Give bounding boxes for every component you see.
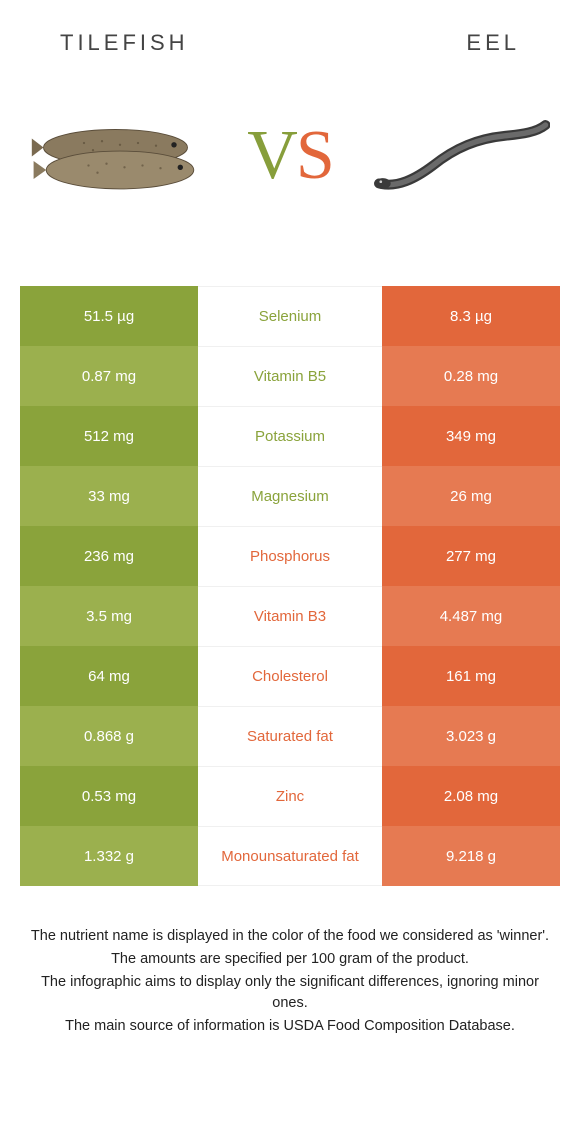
nutrient-label: Saturated fat	[198, 706, 382, 766]
right-value: 4.487 mg	[382, 586, 560, 646]
nutrient-label: Magnesium	[198, 466, 382, 526]
nutrient-label: Vitamin B5	[198, 346, 382, 406]
nutrient-label: Potassium	[198, 406, 382, 466]
nutrient-table: 51.5 µgSelenium8.3 µg0.87 mgVitamin B50.…	[20, 286, 560, 886]
footnote: The nutrient name is displayed in the co…	[30, 926, 550, 1037]
vs-v: V	[247, 117, 296, 194]
footnote-line: The nutrient name is displayed in the co…	[30, 926, 550, 947]
left-value: 1.332 g	[20, 826, 198, 886]
left-food-title: TILEFISH	[60, 30, 189, 56]
table-row: 51.5 µgSelenium8.3 µg	[20, 286, 560, 346]
left-value: 33 mg	[20, 466, 198, 526]
right-value: 2.08 mg	[382, 766, 560, 826]
nutrient-label: Vitamin B3	[198, 586, 382, 646]
left-value: 236 mg	[20, 526, 198, 586]
left-value: 512 mg	[20, 406, 198, 466]
header: TILEFISH EEL	[0, 0, 580, 66]
table-row: 512 mgPotassium349 mg	[20, 406, 560, 466]
right-value: 277 mg	[382, 526, 560, 586]
left-value: 3.5 mg	[20, 586, 198, 646]
footnote-line: The amounts are specified per 100 gram o…	[30, 949, 550, 970]
right-value: 3.023 g	[382, 706, 560, 766]
right-value: 0.28 mg	[382, 346, 560, 406]
table-row: 0.53 mgZinc2.08 mg	[20, 766, 560, 826]
footnote-line: The infographic aims to display only the…	[30, 972, 550, 1014]
left-value: 51.5 µg	[20, 286, 198, 346]
right-value: 8.3 µg	[382, 286, 560, 346]
nutrient-label: Monounsaturated fat	[198, 826, 382, 886]
table-row: 236 mgPhosphorus277 mg	[20, 526, 560, 586]
table-row: 3.5 mgVitamin B34.487 mg	[20, 586, 560, 646]
footnote-line: The main source of information is USDA F…	[30, 1016, 550, 1037]
table-row: 1.332 gMonounsaturated fat9.218 g	[20, 826, 560, 886]
right-food-title: EEL	[466, 30, 520, 56]
nutrient-label: Zinc	[198, 766, 382, 826]
nutrient-label: Phosphorus	[198, 526, 382, 586]
vs-s: S	[296, 117, 333, 194]
left-value: 0.87 mg	[20, 346, 198, 406]
nutrient-label: Cholesterol	[198, 646, 382, 706]
eel-image	[370, 91, 550, 221]
table-row: 33 mgMagnesium26 mg	[20, 466, 560, 526]
hero-row: VS	[0, 66, 580, 256]
table-row: 64 mgCholesterol161 mg	[20, 646, 560, 706]
left-value: 64 mg	[20, 646, 198, 706]
table-row: 0.868 gSaturated fat3.023 g	[20, 706, 560, 766]
left-value: 0.868 g	[20, 706, 198, 766]
table-row: 0.87 mgVitamin B50.28 mg	[20, 346, 560, 406]
right-value: 349 mg	[382, 406, 560, 466]
left-value: 0.53 mg	[20, 766, 198, 826]
right-value: 161 mg	[382, 646, 560, 706]
vs-label: VS	[247, 116, 333, 196]
right-value: 26 mg	[382, 466, 560, 526]
nutrient-label: Selenium	[198, 286, 382, 346]
right-value: 9.218 g	[382, 826, 560, 886]
tilefish-image	[30, 91, 210, 221]
